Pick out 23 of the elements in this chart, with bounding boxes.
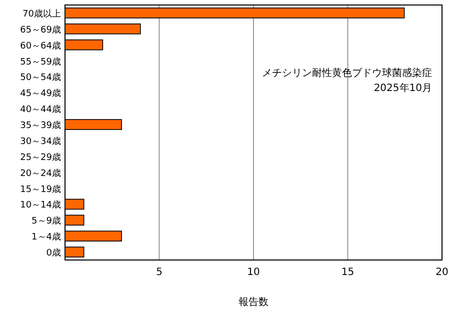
x-axis-title: 報告数 [238, 296, 268, 308]
y-tick-label: 40～44歳 [20, 104, 61, 116]
x-tick-label: 20 [436, 267, 448, 278]
y-tick-label: 20～24歳 [20, 168, 61, 179]
y-tick-label: 0歳 [46, 248, 61, 259]
y-tick-label: 25～29歳 [20, 152, 61, 163]
y-tick-label: 1～4歳 [32, 232, 61, 243]
annotation: メチシリン耐性黄色ブドウ球菌感染症 [262, 67, 432, 79]
y-tick-label: 70歳以上 [22, 8, 61, 20]
x-tick-label: 5 [156, 267, 162, 278]
y-tick-label: 35～39歳 [20, 120, 61, 132]
annotation: 2025年10月 [374, 82, 432, 94]
y-tick-label: 60～64歳 [20, 40, 61, 52]
y-tick-label: 50～54歳 [20, 72, 61, 84]
x-tick-label: 15 [341, 267, 354, 278]
y-tick-label: 30～34歳 [20, 136, 61, 147]
y-tick-label: 5～9歳 [32, 216, 61, 227]
x-tick-label: 10 [247, 267, 260, 278]
y-tick-label: 10～14歳 [20, 200, 61, 211]
y-tick-label: 45～49歳 [20, 88, 61, 100]
y-tick-label: 65～69歳 [20, 24, 61, 36]
y-tick-label: 55～59歳 [20, 56, 61, 68]
y-tick-label: 15～19歳 [20, 184, 61, 195]
